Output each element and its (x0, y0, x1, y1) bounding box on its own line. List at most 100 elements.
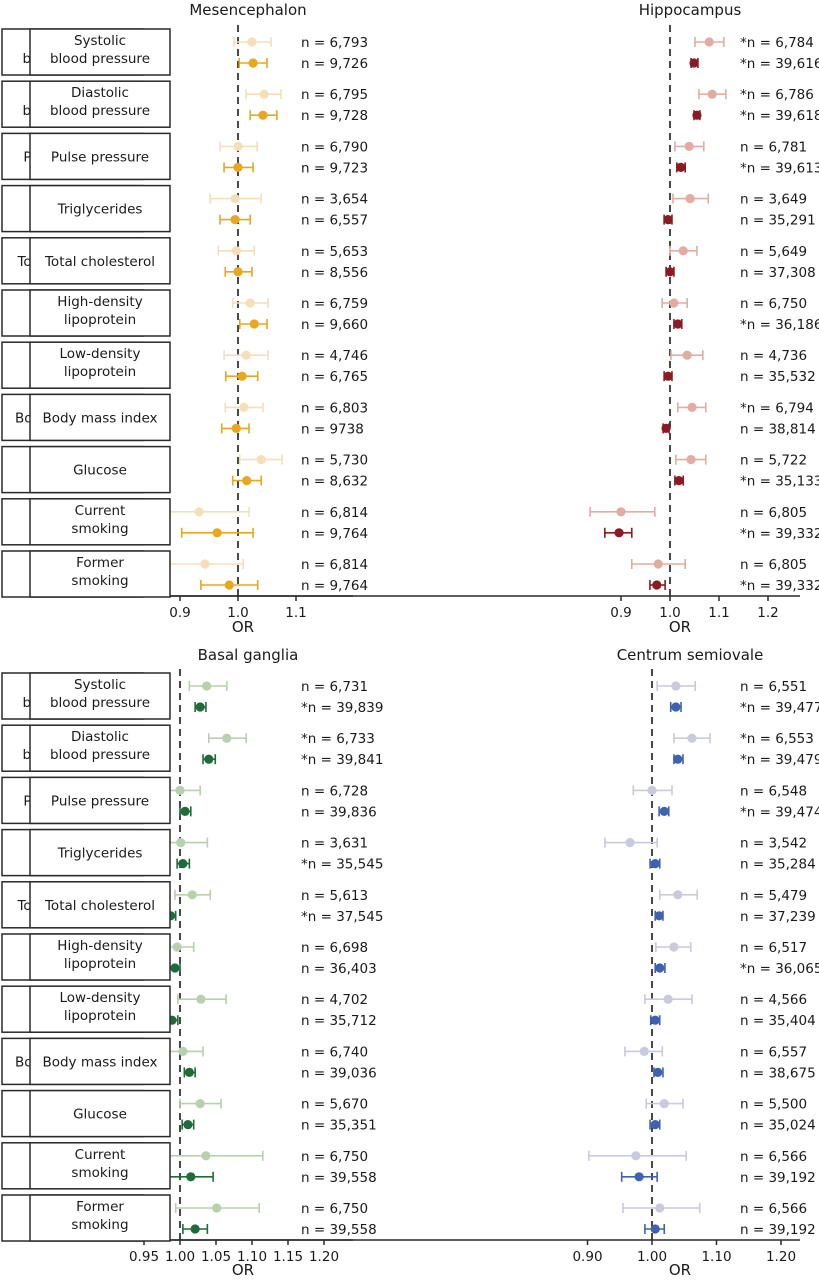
point-estimate-dark (183, 1120, 193, 1130)
x-tick-label: 0.95 (129, 1249, 159, 1265)
sample-size-light: n = 5,500 (740, 1097, 807, 1113)
sample-size-dark: *n = 36,065 (740, 961, 819, 977)
row-label: Total cholesterol (44, 898, 155, 914)
panel-hippocampus: Hippocampus 0.9 1.0 1.1 1.2 OR Systolic blood p… (29, 1, 819, 636)
x-tick-label: 1.20 (766, 1249, 796, 1265)
point-estimate-light (659, 1099, 669, 1109)
point-estimate-light (212, 1203, 222, 1213)
point-estimate-light (187, 890, 197, 900)
sample-size-light: n = 3,654 (301, 192, 368, 208)
point-estimate-light (178, 1046, 188, 1056)
sample-size-light: n = 6,750 (740, 296, 807, 312)
row-label-line: Systolic (74, 677, 126, 693)
x-tick-label: 1.1 (708, 605, 729, 621)
sample-size-light: *n = 6,794 (740, 400, 814, 416)
row-label-box (29, 1037, 171, 1086)
point-estimate-dark (676, 162, 686, 172)
row-label-line: smoking (71, 521, 128, 537)
row-label-line: Low-density (60, 990, 141, 1006)
point-estimate-dark (671, 702, 681, 712)
row-current-smoking: Current smoking n = 6,566 n = 39,192 (29, 1142, 816, 1190)
x-tick-label: 0.9 (610, 605, 631, 621)
sample-size-dark: n = 35,712 (301, 1013, 377, 1029)
row-label-box (29, 445, 171, 494)
sample-size-dark: *n = 39,332 (740, 526, 819, 542)
sample-size-dark: n = 39,558 (301, 1222, 377, 1238)
row-label-box (29, 881, 171, 929)
point-estimate-light (231, 246, 241, 256)
point-estimate-light (704, 37, 714, 47)
sample-size-dark: n = 9,723 (301, 160, 368, 176)
point-estimate-light (678, 246, 688, 256)
row-label-box (29, 933, 171, 981)
row-label-line: Low-density (60, 346, 141, 362)
x-tick-label: 1.05 (201, 1249, 231, 1265)
point-estimate-light (256, 455, 266, 465)
point-estimate-dark (650, 1015, 660, 1025)
point-estimate-light (247, 37, 257, 47)
point-estimate-dark (650, 859, 660, 869)
point-estimate-light (194, 507, 204, 517)
point-estimate-dark (186, 1172, 196, 1182)
sample-size-light: n = 6,805 (740, 505, 807, 521)
sample-size-dark: *n = 39,839 (301, 700, 383, 716)
sample-size-dark: n = 35,024 (740, 1118, 816, 1134)
sample-size-light: *n = 6,786 (740, 87, 814, 103)
panel-title: Centrum semiovale (617, 646, 764, 664)
point-estimate-dark (663, 371, 673, 381)
row-label-line: Current (75, 1147, 126, 1163)
sample-size-dark: n = 9738 (301, 421, 364, 437)
row-label-line: blood pressure (50, 695, 150, 711)
point-estimate-light (655, 1203, 665, 1213)
row-low-density-lipoprotein: Low-density lipoprotein n = 4,736 n = 35,53… (29, 341, 816, 389)
point-estimate-dark (634, 1172, 644, 1182)
point-estimate-dark (689, 58, 699, 68)
x-axis-title: OR (232, 1261, 254, 1279)
point-estimate-light (707, 89, 717, 99)
point-estimate-light (202, 681, 212, 691)
sample-size-light: n = 4,746 (301, 348, 368, 364)
point-estimate-dark (674, 476, 684, 486)
row-label-box (29, 1142, 171, 1190)
row-label: Triglycerides (57, 846, 143, 862)
point-estimate-light (200, 559, 210, 569)
panel-centrum-semiovale: Centrum semiovale 0.90 1.00 1.10 1.20 OR Systo… (29, 646, 819, 1279)
sample-size-dark: n = 9,660 (301, 317, 368, 333)
row-label: Pulse pressure (51, 149, 149, 165)
sample-size-light: n = 5,479 (740, 888, 807, 904)
row-label-box (29, 28, 171, 76)
sample-size-light: n = 6,566 (740, 1201, 807, 1217)
sample-size-dark: n = 9,764 (301, 526, 368, 542)
sample-size-light: n = 5,613 (301, 888, 368, 904)
sample-size-dark: n = 37,239 (740, 909, 816, 925)
point-estimate-dark (655, 963, 665, 973)
row-label-box (29, 132, 171, 181)
row-systolic-blood-pressure: Systolic blood pressure n = 6,551 *n = 39,4… (29, 672, 819, 720)
row-label-box (29, 393, 171, 442)
row-label: Body mass index (42, 1054, 157, 1070)
sample-size-light: n = 6,731 (301, 679, 368, 695)
sample-size-dark: n = 35,351 (301, 1118, 377, 1134)
sample-size-dark: *n = 39,841 (301, 752, 383, 768)
sample-size-dark: n = 6,557 (301, 213, 368, 229)
point-estimate-light (647, 785, 657, 796)
row-triglycerides: Triglycerides n = 3,649 n = 35,291 (29, 184, 816, 233)
point-estimate-dark (230, 215, 240, 225)
point-estimate-dark (178, 859, 188, 869)
point-estimate-dark (212, 528, 222, 538)
point-estimate-dark (650, 1224, 660, 1234)
row-label: Glucose (73, 1107, 127, 1123)
sample-size-light: n = 6,750 (301, 1201, 368, 1217)
sample-size-light: *n = 6,733 (301, 731, 375, 747)
point-estimate-dark (258, 110, 268, 120)
point-estimate-light (684, 141, 694, 151)
point-estimate-dark (190, 1224, 200, 1234)
point-estimate-light (176, 838, 186, 848)
row-label-line: lipoprotein (64, 956, 136, 972)
sample-size-light: n = 4,566 (740, 992, 807, 1008)
x-tick-label: 1.1 (285, 605, 306, 621)
row-diastolic-blood-pressure: Diastolic blood pressure *n = 6,553 *n = 39… (29, 724, 819, 772)
sample-size-dark: n = 6,765 (301, 369, 368, 385)
row-label-box (29, 776, 171, 825)
sample-size-dark: *n = 39,616 (740, 56, 819, 72)
